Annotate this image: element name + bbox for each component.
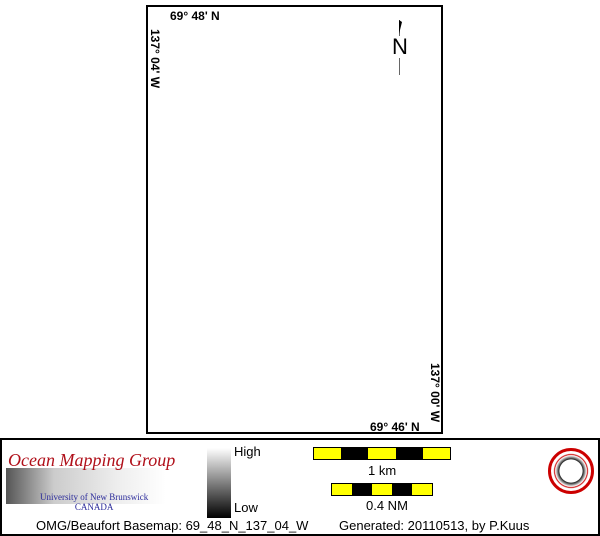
depth-gradient-legend: [207, 448, 231, 518]
north-label: N: [392, 34, 408, 59]
org-name: Ocean Mapping Group: [8, 450, 176, 470]
basemap-name: OMG/Beaufort Basemap: 69_48_N_137_04_W: [36, 518, 309, 533]
left-longitude-label: 137° 04' W: [148, 29, 162, 89]
north-arrow-icon: N: [390, 20, 410, 75]
bottom-latitude-label: 69° 46' N: [370, 420, 420, 434]
top-latitude-label: 69° 48' N: [170, 9, 220, 23]
scale-nm-label: 0.4 NM: [366, 498, 408, 513]
university-label: University of New Brunswick CANADA: [40, 492, 149, 512]
unb-seal-logo: [548, 448, 594, 494]
omg-logo-image: [6, 468, 166, 504]
right-longitude-label: 137° 00' W: [428, 363, 442, 423]
map-legend-footer: Ocean Mapping Group University of New Br…: [0, 438, 600, 536]
legend-high: High: [234, 444, 261, 459]
generated-info: Generated: 20110513, by P.Kuus: [339, 518, 530, 533]
legend-low: Low: [234, 500, 258, 515]
map-frame: 69° 48' N 137° 04' W 69° 46' N 137° 00' …: [146, 5, 443, 434]
scale-bar-km: [313, 447, 451, 460]
scale-km-label: 1 km: [368, 463, 397, 478]
scale-bar-nm: [331, 483, 433, 496]
